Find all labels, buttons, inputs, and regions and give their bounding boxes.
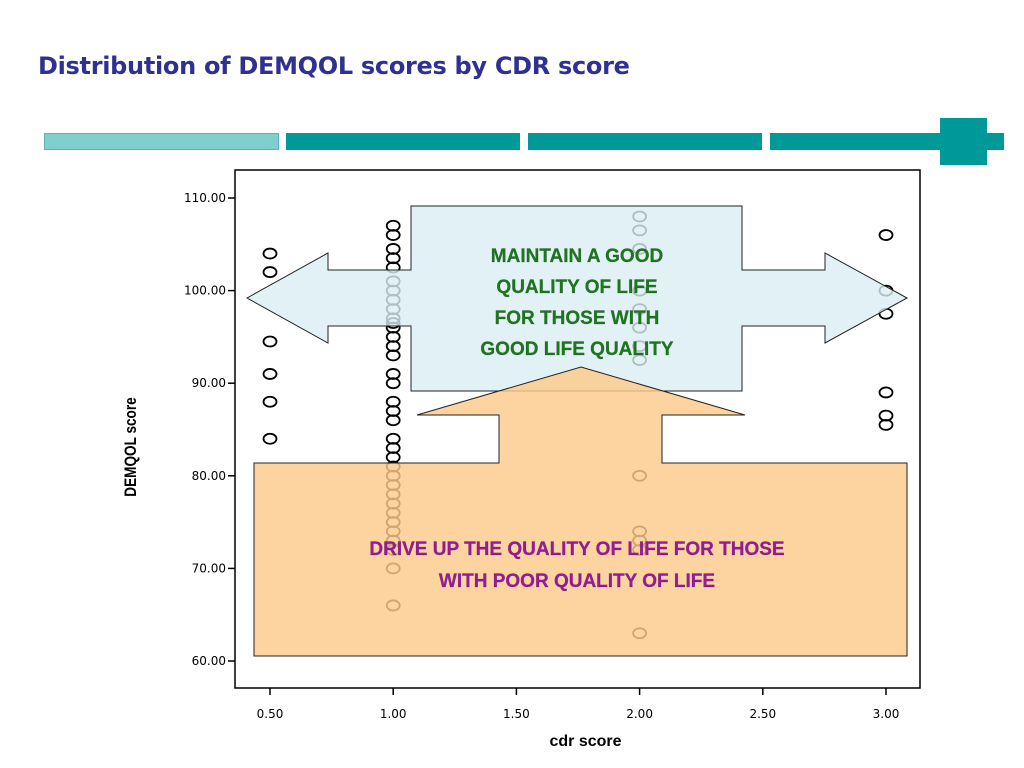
lower-callout-text-line: WITH POOR QUALITY OF LIFE xyxy=(439,571,715,592)
data-point xyxy=(262,247,278,260)
data-point xyxy=(385,414,401,427)
header-bar-segment-3 xyxy=(528,133,762,150)
data-point xyxy=(878,418,894,431)
y-tick-label: 110.00 xyxy=(184,191,226,205)
y-tick-label: 100.00 xyxy=(184,284,226,298)
slide-title: Distribution of DEMQOL scores by CDR sco… xyxy=(38,52,630,80)
data-point xyxy=(385,229,401,241)
x-tick-label: 2.50 xyxy=(749,707,776,721)
upper-arrow-callout xyxy=(245,205,909,392)
plot-frame xyxy=(234,169,921,689)
x-axis-title: cdr score xyxy=(549,733,621,750)
data-point xyxy=(262,395,278,408)
x-tick-label: 0.50 xyxy=(257,707,284,721)
x-tick-label: 1.50 xyxy=(503,707,530,721)
callouts-layer: MAINTAIN A GOOD QUALITY OF LIFE FOR THOSE … xyxy=(245,205,909,657)
data-point xyxy=(262,432,278,445)
upper-callout-text-line: GOOD LIFE QUALITY xyxy=(480,339,673,360)
upper-callout-text-line: FOR THOSE WITH xyxy=(495,308,660,329)
header-bar-segment-2 xyxy=(286,133,520,150)
upper-callout-text-line: QUALITY OF LIFE xyxy=(496,277,657,298)
data-point xyxy=(262,335,278,348)
upper-callout-text-line: MAINTAIN A GOOD xyxy=(491,246,663,267)
lower-up-arrow-callout xyxy=(253,366,908,657)
y-tick-label: 90.00 xyxy=(192,376,226,390)
y-tick-label: 70.00 xyxy=(192,561,226,575)
header-bar-segment-1 xyxy=(44,133,279,150)
data-point xyxy=(878,386,894,399)
data-point xyxy=(878,229,894,241)
y-tick-label: 60.00 xyxy=(192,654,226,668)
chart-axes: 60.00 70.00 80.00 90.00 100.00 110.00 0.50 1.00… xyxy=(122,169,921,750)
lower-callout-text-line: DRIVE UP THE QUALITY OF LIFE FOR THOSE xyxy=(369,539,784,560)
x-tick-label: 2.00 xyxy=(626,707,653,721)
data-point xyxy=(262,266,278,278)
y-tick-label: 80.00 xyxy=(192,469,226,483)
x-tick-label: 3.00 xyxy=(873,707,900,721)
data-point xyxy=(385,377,401,390)
y-axis-title: DEMQOL score xyxy=(122,397,141,497)
x-tick-label: 1.00 xyxy=(380,707,407,721)
data-point xyxy=(385,349,401,362)
header-bar-square xyxy=(940,118,987,165)
data-point xyxy=(262,368,278,380)
